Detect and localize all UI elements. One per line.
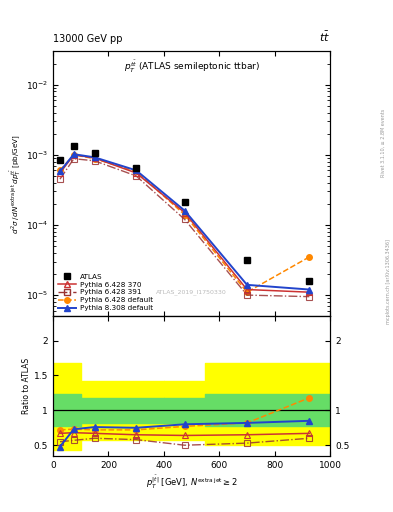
Y-axis label: $d^2\sigma\,/\,dN^{\mathrm{extra\,jet}}\,dp_T^{t\bar{t}}$ [pb/GeV]: $d^2\sigma\,/\,dN^{\mathrm{extra\,jet}}\… <box>9 134 23 234</box>
Text: 13000 GeV pp: 13000 GeV pp <box>53 33 123 44</box>
Text: ATLAS_2019_I1750330: ATLAS_2019_I1750330 <box>156 289 227 295</box>
Y-axis label: Ratio to ATLAS: Ratio to ATLAS <box>22 358 31 414</box>
Text: mcplots.cern.ch [arXiv:1306.3436]: mcplots.cern.ch [arXiv:1306.3436] <box>386 239 391 324</box>
Text: $t\bar{t}$: $t\bar{t}$ <box>319 29 330 44</box>
X-axis label: $p_T^{|\bar{t}|}$ [GeV], $N^{\mathrm{extra\,jet}} \geq 2$: $p_T^{|\bar{t}|}$ [GeV], $N^{\mathrm{ext… <box>146 474 237 491</box>
Text: $p_T^{t\bar{t}}$ (ATLAS semileptonic ttbar): $p_T^{t\bar{t}}$ (ATLAS semileptonic ttb… <box>123 59 260 75</box>
Text: Rivet 3.1.10, ≥ 2.8M events: Rivet 3.1.10, ≥ 2.8M events <box>381 109 386 178</box>
Legend: ATLAS, Pythia 6.428 370, Pythia 6.428 391, Pythia 6.428 default, Pythia 8.308 de: ATLAS, Pythia 6.428 370, Pythia 6.428 39… <box>57 272 154 313</box>
